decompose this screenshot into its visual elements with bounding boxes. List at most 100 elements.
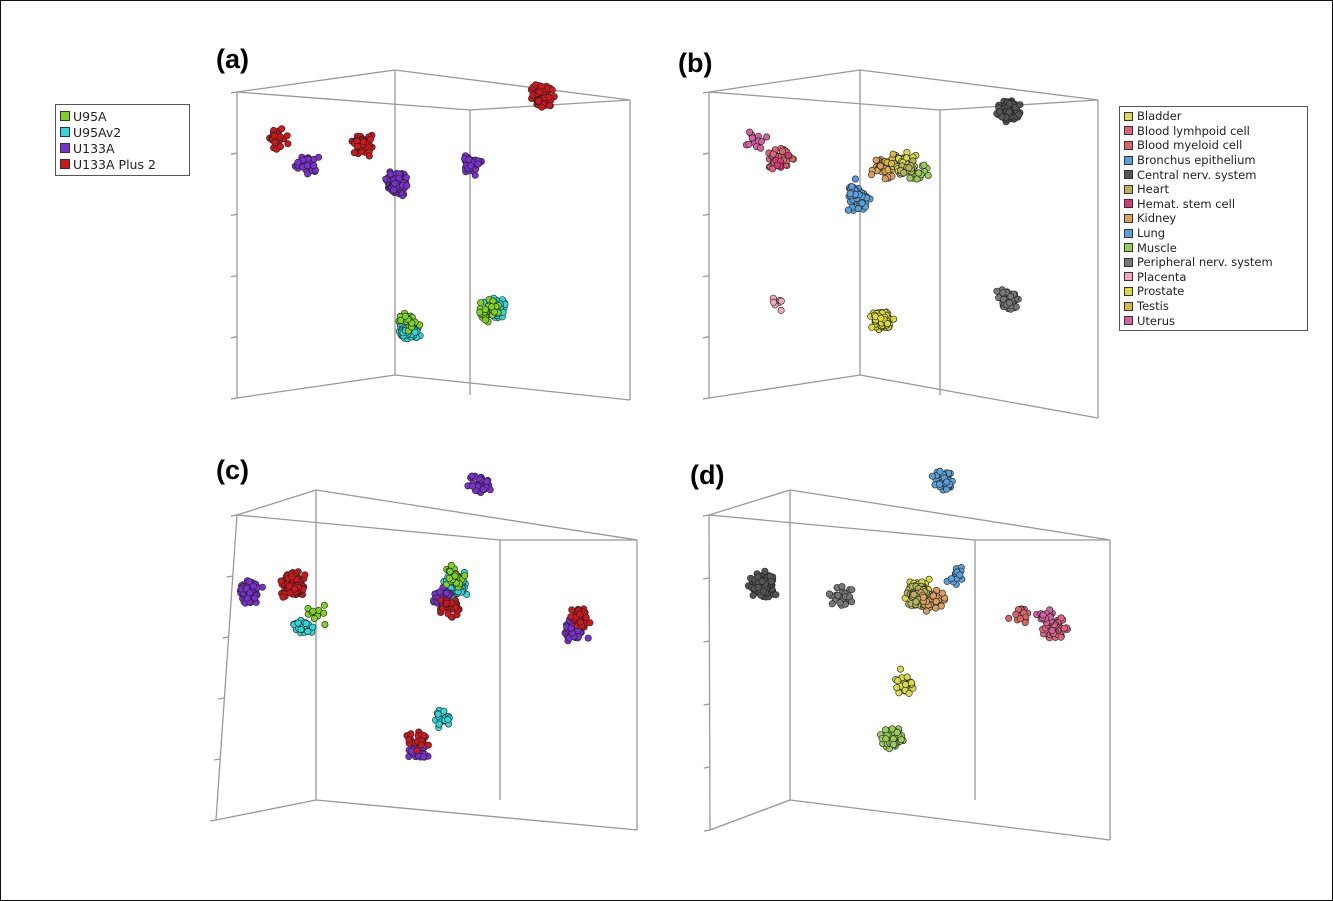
data-point <box>548 86 556 94</box>
data-point <box>576 618 584 626</box>
data-point <box>906 174 914 182</box>
data-point <box>442 599 450 607</box>
data-point <box>461 572 469 580</box>
data-point <box>365 152 373 160</box>
axis-tick <box>703 577 710 580</box>
data-point <box>919 593 927 601</box>
data-point <box>784 151 792 159</box>
data-point <box>882 735 890 743</box>
data-point <box>746 128 754 136</box>
plot-box-edge <box>315 489 638 541</box>
data-point <box>288 573 296 581</box>
data-point <box>386 170 394 178</box>
legend-item-hemat-stem-cell: Hemat. stem cell <box>1124 197 1303 212</box>
data-point <box>868 323 876 331</box>
data-point <box>902 154 910 162</box>
data-point <box>1005 299 1013 307</box>
legend-item-u95a: U95A <box>60 108 185 124</box>
data-point <box>1060 624 1068 632</box>
axis-tick <box>214 758 221 761</box>
axis-tick <box>702 91 710 94</box>
data-point <box>567 624 575 632</box>
legend-label: Muscle <box>1137 240 1177 255</box>
legend-swatch <box>1124 213 1133 223</box>
data-point <box>321 620 329 628</box>
legend-label: Kidney <box>1137 211 1177 226</box>
legend-swatch <box>1124 257 1133 267</box>
legend-item-uterus: Uterus <box>1124 313 1303 328</box>
data-point <box>1039 611 1047 619</box>
data-point <box>893 684 901 692</box>
data-point <box>925 575 933 583</box>
data-point <box>443 589 451 597</box>
data-point <box>928 472 936 480</box>
data-point <box>910 590 918 598</box>
data-point <box>912 598 920 606</box>
axis-tick <box>230 91 238 94</box>
axis-tick <box>702 274 710 278</box>
data-point <box>893 728 901 736</box>
data-point <box>777 297 785 305</box>
legend-label: Testis <box>1137 299 1169 314</box>
data-point <box>284 140 292 148</box>
data-point <box>320 601 328 609</box>
plot-box-edge <box>236 91 471 111</box>
data-point <box>903 673 911 681</box>
data-point <box>276 133 284 141</box>
axis-tick <box>230 213 238 217</box>
legend-label: Blood myeloid cell <box>1137 138 1243 153</box>
plot-box-edge <box>236 514 501 541</box>
data-point <box>310 614 318 622</box>
data-point <box>1012 610 1020 618</box>
legend-item-u133a-plus-2: U133A Plus 2 <box>60 156 185 172</box>
data-point <box>310 162 318 170</box>
plot-box-edge <box>708 489 791 516</box>
data-point <box>767 577 775 585</box>
data-point <box>924 172 932 180</box>
legend-item-u95av2: U95Av2 <box>60 124 185 140</box>
data-point <box>258 583 266 591</box>
data-point <box>391 180 399 188</box>
data-point <box>359 138 367 146</box>
plot-box-edge <box>315 799 638 831</box>
data-point <box>576 610 584 618</box>
data-point <box>769 150 777 158</box>
data-point <box>476 308 484 316</box>
axis-tick <box>702 152 710 155</box>
data-point <box>420 732 428 740</box>
data-point <box>1021 618 1029 626</box>
data-point <box>834 591 842 599</box>
plot-box-edge <box>859 374 1099 419</box>
data-point <box>1016 101 1024 109</box>
data-point <box>846 190 854 198</box>
data-point <box>1016 615 1024 623</box>
data-point <box>889 150 897 158</box>
data-point <box>749 591 757 599</box>
data-point <box>468 472 476 480</box>
data-point <box>445 574 453 582</box>
data-point <box>1005 100 1013 108</box>
data-point <box>390 186 398 194</box>
legend-label: Placenta <box>1137 269 1187 284</box>
data-point <box>943 478 951 486</box>
axis-tick <box>230 514 238 517</box>
data-point <box>246 578 254 586</box>
legend-swatch <box>1124 170 1133 180</box>
data-point <box>277 577 285 585</box>
data-point <box>897 736 905 744</box>
data-point <box>291 585 299 593</box>
data-point <box>309 623 317 631</box>
data-point <box>902 681 910 689</box>
plot-box-edge <box>708 91 941 111</box>
axis-tick <box>230 152 238 155</box>
data-point <box>405 736 413 744</box>
legend-label: Prostate <box>1137 284 1185 299</box>
data-point <box>304 170 312 178</box>
data-point <box>444 610 452 618</box>
data-point <box>922 607 930 615</box>
data-point <box>279 593 287 601</box>
legend-item-bronchus-epithelium: Bronchus epithelium <box>1124 153 1303 168</box>
legend-item-central-nerv-system: Central nerv. system <box>1124 167 1303 182</box>
axis-tick <box>702 336 710 339</box>
data-point <box>757 137 765 145</box>
